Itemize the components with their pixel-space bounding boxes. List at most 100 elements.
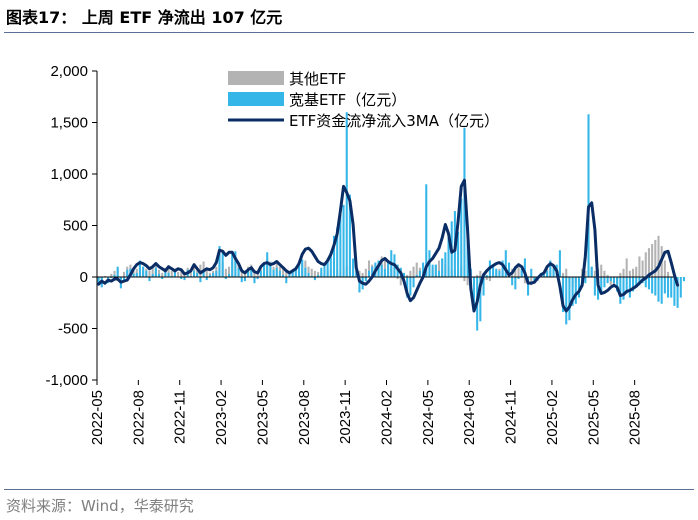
bar-other-etf-174 bbox=[651, 244, 654, 277]
bar-broad-etf-175 bbox=[654, 277, 657, 296]
bar-broad-etf-165 bbox=[622, 277, 625, 300]
bar-other-etf-97 bbox=[406, 274, 409, 277]
bar-broad-etf-33 bbox=[202, 269, 205, 277]
y-tick-label-5: 1,500 bbox=[50, 115, 88, 132]
bar-other-etf-25 bbox=[177, 271, 180, 277]
bar-other-etf-165 bbox=[622, 268, 625, 277]
bar-other-etf-95 bbox=[399, 277, 402, 286]
bar-other-etf-170 bbox=[638, 256, 641, 277]
bar-other-etf-58 bbox=[282, 268, 285, 277]
bar-broad-etf-106 bbox=[434, 264, 437, 277]
bar-broad-etf-154 bbox=[587, 114, 590, 277]
bar-broad-etf-15 bbox=[145, 270, 148, 277]
bar-broad-etf-161 bbox=[609, 277, 612, 282]
bar-broad-etf-86 bbox=[371, 266, 374, 277]
x-tick-label-10: 2024-11 bbox=[503, 390, 520, 444]
bar-broad-etf-131 bbox=[514, 277, 517, 290]
x-tick-label-13: 2025-08 bbox=[627, 390, 644, 445]
bar-other-etf-84 bbox=[364, 268, 367, 277]
bar-broad-etf-178 bbox=[663, 277, 666, 294]
bar-broad-etf-89 bbox=[380, 264, 383, 277]
footer-rule bbox=[4, 489, 694, 490]
x-tick-label-8: 2024-05 bbox=[420, 390, 437, 445]
bar-broad-etf-98 bbox=[409, 277, 412, 296]
bar-broad-etf-140 bbox=[542, 274, 546, 277]
bar-broad-etf-109 bbox=[444, 252, 447, 277]
x-tick-label-9: 2024-08 bbox=[461, 390, 478, 445]
bar-other-etf-134 bbox=[523, 277, 526, 284]
bar-broad-etf-169 bbox=[635, 277, 638, 288]
bar-other-etf-22 bbox=[167, 266, 170, 277]
bar-broad-etf-68 bbox=[313, 277, 316, 281]
bar-other-etf-119 bbox=[476, 274, 479, 277]
x-tick-label-1: 2022-08 bbox=[130, 390, 147, 445]
y-axis-ticks: -1,000 -500 0 500 1,000 1,500 2,000 bbox=[45, 63, 97, 389]
bar-broad-etf-32 bbox=[199, 277, 202, 283]
bar-broad-etf-99 bbox=[412, 277, 415, 288]
bar-broad-etf-19 bbox=[158, 273, 161, 277]
bar-broad-etf-38 bbox=[218, 246, 221, 277]
bar-broad-etf-53 bbox=[266, 252, 269, 277]
bar-broad-etf-16 bbox=[148, 277, 151, 282]
bar-broad-etf-107 bbox=[437, 270, 441, 277]
bar-other-etf-115 bbox=[463, 277, 466, 282]
bar-broad-etf-24 bbox=[173, 270, 176, 277]
bar-broad-etf-27 bbox=[183, 277, 186, 281]
bar-broad-etf-8 bbox=[123, 277, 126, 282]
bar-other-etf-116 bbox=[466, 277, 469, 286]
x-axis-ticks: 2022-05 2022-08 2022-11 2023-02 2023-05 2023-… bbox=[89, 380, 644, 445]
legend-label-0: 其他ETF bbox=[289, 70, 346, 88]
bar-broad-etf-122 bbox=[485, 274, 488, 277]
bar-broad-etf-172 bbox=[644, 277, 647, 288]
legend-swatch-broad-etf bbox=[228, 92, 284, 106]
bar-broad-etf-162 bbox=[612, 277, 615, 284]
bar-other-etf-67 bbox=[310, 268, 313, 277]
x-tick-label-7: 2024-02 bbox=[379, 390, 396, 445]
bar-other-etf-176 bbox=[657, 235, 660, 277]
bar-broad-etf-176 bbox=[657, 277, 660, 302]
bar-broad-etf-126 bbox=[498, 270, 501, 277]
bar-broad-etf-72 bbox=[326, 258, 329, 277]
bar-other-etf-99 bbox=[412, 266, 415, 277]
bar-other-etf-171 bbox=[641, 260, 644, 277]
bar-broad-etf-103 bbox=[425, 184, 428, 277]
bar-broad-etf-132 bbox=[517, 277, 520, 280]
bar-broad-etf-58 bbox=[282, 274, 285, 277]
bar-broad-etf-141 bbox=[546, 270, 549, 277]
bar-broad-etf-133 bbox=[520, 268, 523, 277]
bar-broad-etf-127 bbox=[501, 260, 504, 277]
bar-other-etf-20 bbox=[161, 272, 164, 277]
bar-other-etf-132 bbox=[517, 266, 520, 277]
bar-broad-etf-61 bbox=[291, 270, 294, 277]
bar-other-etf-164 bbox=[619, 272, 622, 277]
chart-title: 图表17： 上周 ETF 净流出 107 亿元 bbox=[6, 8, 283, 27]
bar-other-etf-178 bbox=[663, 260, 666, 277]
bar-broad-etf-0 bbox=[97, 277, 100, 285]
bar-other-etf-156 bbox=[593, 270, 596, 277]
legend-label-2: ETF资金流净流入3MA（亿元） bbox=[289, 112, 499, 130]
bar-broad-etf-76 bbox=[339, 213, 342, 277]
bar-broad-etf-114 bbox=[460, 198, 463, 277]
bar-other-etf-136 bbox=[530, 277, 533, 286]
bar-broad-etf-70 bbox=[320, 267, 323, 277]
bar-other-etf-169 bbox=[635, 266, 638, 277]
bar-broad-etf-151 bbox=[577, 277, 581, 298]
bar-other-etf-123 bbox=[488, 277, 491, 282]
bar-broad-etf-35 bbox=[208, 274, 211, 277]
bar-other-etf-167 bbox=[628, 270, 631, 277]
bar-other-etf-98 bbox=[409, 270, 412, 277]
bar-broad-etf-18 bbox=[154, 267, 157, 277]
bar-other-etf-94 bbox=[396, 277, 399, 280]
x-tick-label-11: 2025-02 bbox=[544, 390, 561, 445]
bar-broad-etf-135 bbox=[527, 277, 530, 296]
bar-broad-etf-13 bbox=[138, 260, 141, 277]
bar-broad-etf-50 bbox=[256, 277, 259, 280]
bar-broad-etf-29 bbox=[189, 275, 192, 277]
bar-broad-etf-51 bbox=[259, 270, 262, 277]
bar-broad-etf-177 bbox=[660, 277, 663, 304]
bar-broad-etf-11 bbox=[132, 273, 135, 277]
bar-other-etf-146 bbox=[562, 272, 565, 277]
x-tick-label-0: 2022-05 bbox=[89, 390, 106, 445]
bar-broad-etf-110 bbox=[447, 237, 450, 277]
legend-label-1: 宽基ETF（亿元） bbox=[289, 91, 406, 109]
